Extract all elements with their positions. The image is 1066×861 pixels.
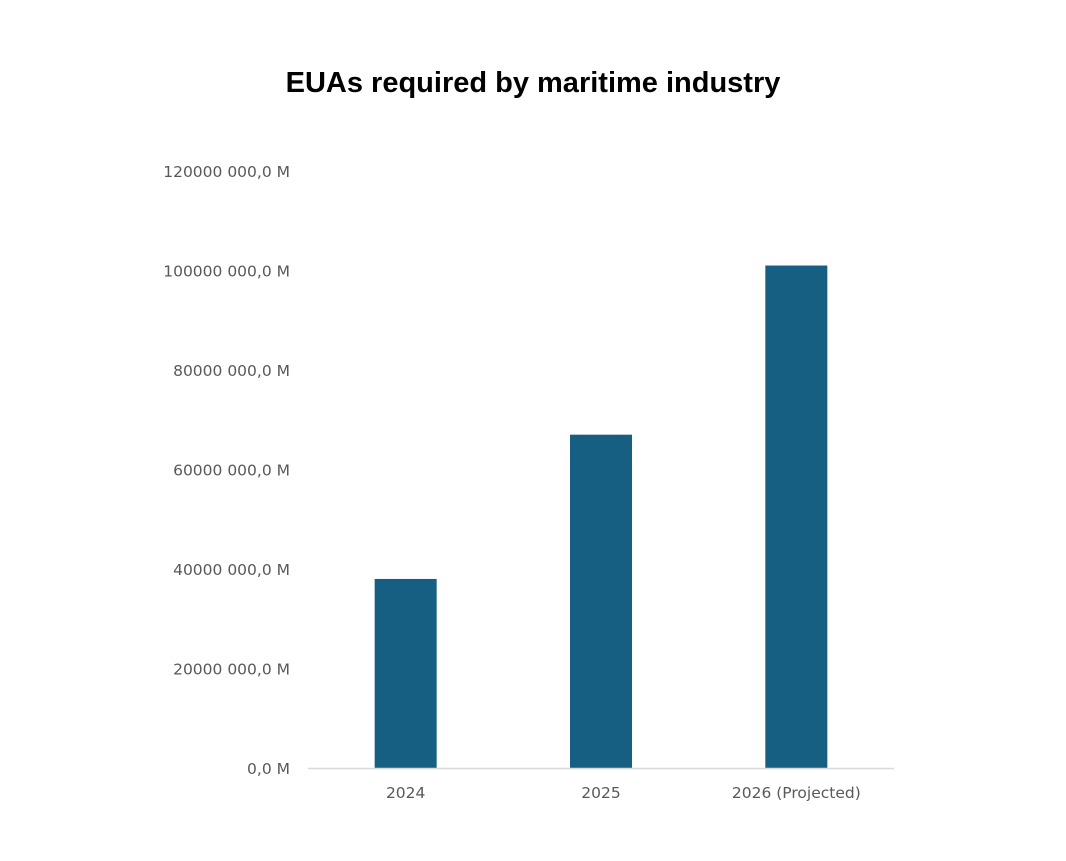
x-axis-category-labels: 2024 2025 2026 (Projected)	[386, 784, 861, 802]
y-tick-label: 40000 000,0 M	[173, 561, 290, 579]
bar	[570, 434, 632, 768]
y-tick-label: 60000 000,0 M	[173, 462, 290, 480]
x-category-label: 2024	[386, 784, 425, 802]
y-tick-label: 120000 000,0 M	[163, 163, 290, 181]
bar	[374, 578, 437, 768]
y-tick-label: 80000 000,0 M	[173, 362, 290, 380]
y-tick-label: 0,0 M	[247, 760, 290, 778]
x-category-label: 2025	[581, 784, 620, 802]
x-category-label: 2026 (Projected)	[732, 784, 861, 802]
chart-title: EUAs required by maritime industry	[286, 67, 781, 99]
y-tick-label: 20000 000,0 M	[173, 661, 290, 679]
y-tick-label: 100000 000,0 M	[163, 263, 290, 281]
y-axis-tick-labels: 0,0 M 20000 000,0 M 40000 000,0 M 60000 000…	[163, 163, 290, 778]
bars	[374, 265, 828, 768]
bar	[765, 265, 828, 768]
